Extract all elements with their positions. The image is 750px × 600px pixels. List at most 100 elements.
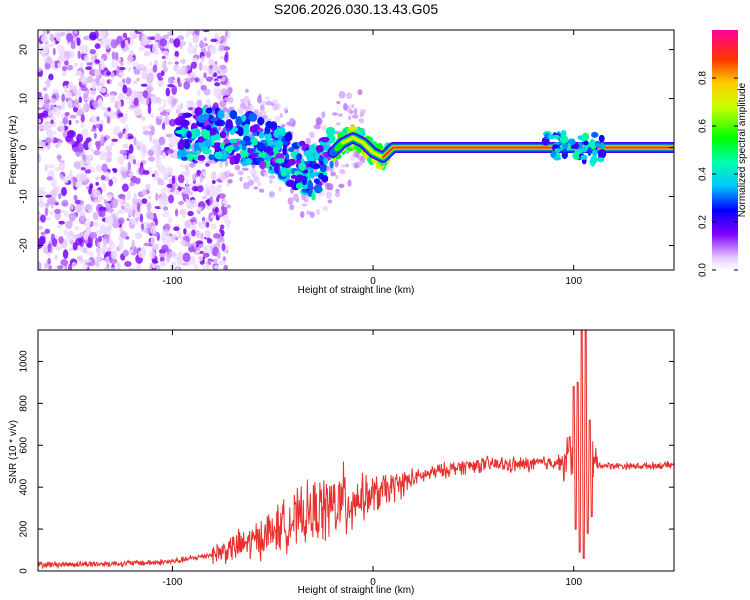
noise-blob [72,85,78,95]
noise-blob [175,267,180,270]
noise-blob [169,264,174,270]
noise-blob [222,256,227,262]
noise-blob [161,152,167,160]
noise-blob [264,96,270,100]
signal-blob [228,138,238,144]
noise-blob [44,228,51,234]
noise-blob [54,254,58,261]
noise-blob [127,161,132,172]
noise-blob [209,196,214,205]
noise-blob [224,160,229,167]
noise-blob [239,176,243,182]
signal-blob [257,116,265,126]
noise-blob [335,174,339,180]
noise-blob [109,93,116,104]
noise-blob [219,173,226,182]
noise-blob [188,183,195,187]
noise-blob [196,185,204,193]
noise-blob [86,242,93,248]
noise-blob [180,239,187,246]
noise-blob [221,205,225,212]
signal-blob [235,116,242,127]
noise-blob [184,219,192,228]
signal-blob [244,123,250,129]
noise-blob [76,37,81,46]
noise-blob [77,87,82,98]
noise-blob [159,38,168,47]
noise-blob [160,188,167,198]
signal-blob [598,134,605,143]
noise-blob [85,250,90,255]
noise-blob [45,194,52,198]
noise-blob [80,114,85,123]
noise-blob [115,51,119,61]
noise-blob [228,173,235,177]
noise-blob [150,236,155,246]
signal-blob [285,152,290,161]
noise-blob [221,76,226,82]
noise-blob [168,37,174,44]
noise-blob [139,213,144,223]
signal-blob [248,112,258,122]
noise-blob [225,221,231,229]
signal-blob [229,109,238,120]
noise-blob [56,224,63,228]
noise-blob [76,133,83,144]
noise-blob [220,80,228,85]
signal-blob [596,157,605,163]
noise-blob [162,34,170,39]
noise-blob [260,100,268,106]
noise-blob [226,204,231,209]
noise-blob [334,159,339,168]
signal-blob [583,140,589,146]
noise-blob [61,65,67,72]
noise-blob [147,105,152,114]
noise-blob [165,113,169,119]
noise-blob [219,228,223,234]
noise-blob [99,156,104,160]
noise-blob [201,220,207,224]
noise-blob [122,32,128,39]
noise-blob [103,199,108,205]
signal-blob [247,148,254,154]
noise-blob [80,173,88,182]
noise-blob [128,153,133,162]
noise-blob [38,112,46,118]
noise-blob [182,252,191,263]
noise-blob [76,255,82,262]
noise-blob [93,198,100,204]
noise-blob [172,149,179,160]
noise-blob [184,164,189,170]
noise-blob [148,87,152,97]
noise-blob [117,112,124,118]
noise-blob [187,45,196,55]
noise-blob [104,176,110,182]
noise-blob [116,65,120,75]
noise-blob [104,266,110,270]
noise-blob [150,95,158,103]
noise-blob [45,56,53,65]
noise-blob [262,114,268,120]
noise-blob [205,98,210,104]
noise-blob [180,66,184,76]
signal-blob [340,130,347,138]
noise-blob [58,161,66,171]
noise-blob [58,236,64,244]
noise-blob [97,241,101,248]
noise-blob [46,176,54,181]
noise-blob [118,92,125,102]
noise-blob [62,176,69,184]
noise-blob [101,163,108,173]
noise-blob [180,164,185,168]
signal-blob [280,169,288,177]
noise-blob [151,173,156,177]
noise-blob [95,247,104,256]
noise-blob [93,149,101,156]
noise-blob [196,221,203,226]
noise-blob [181,58,186,65]
noise-blob [89,147,95,153]
noise-blob [158,116,163,120]
noise-blob [127,67,132,72]
noise-blob [111,51,116,60]
noise-blob [208,58,215,66]
